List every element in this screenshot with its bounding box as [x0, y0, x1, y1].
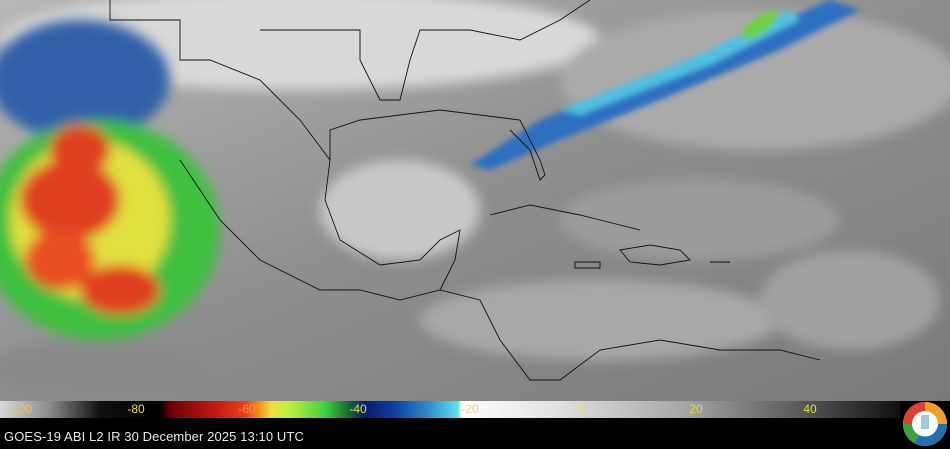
satellite-imagery [0, 0, 950, 401]
colorbar-tick: -60 [238, 402, 256, 416]
image-caption: GOES-19 ABI L2 IR 30 December 2025 13:10… [4, 429, 304, 444]
cloud-layer [0, 0, 950, 400]
colorbar-tick: 40 [803, 402, 817, 416]
colorbar-tick: 20 [689, 402, 703, 416]
colorbar-tick: -80 [127, 402, 145, 416]
coastlines-borders [109, 0, 821, 381]
frontal-band [470, 0, 860, 170]
colorbar-tick: -100 [7, 402, 33, 416]
temperature-colorbar [0, 401, 900, 418]
colorbar-tick: -20 [461, 402, 479, 416]
colorbar-tick: -40 [349, 402, 367, 416]
cold-cloud-tops-west [0, 20, 220, 340]
agency-logo-icon [903, 402, 947, 446]
colorbar-tick: 0 [579, 402, 587, 416]
